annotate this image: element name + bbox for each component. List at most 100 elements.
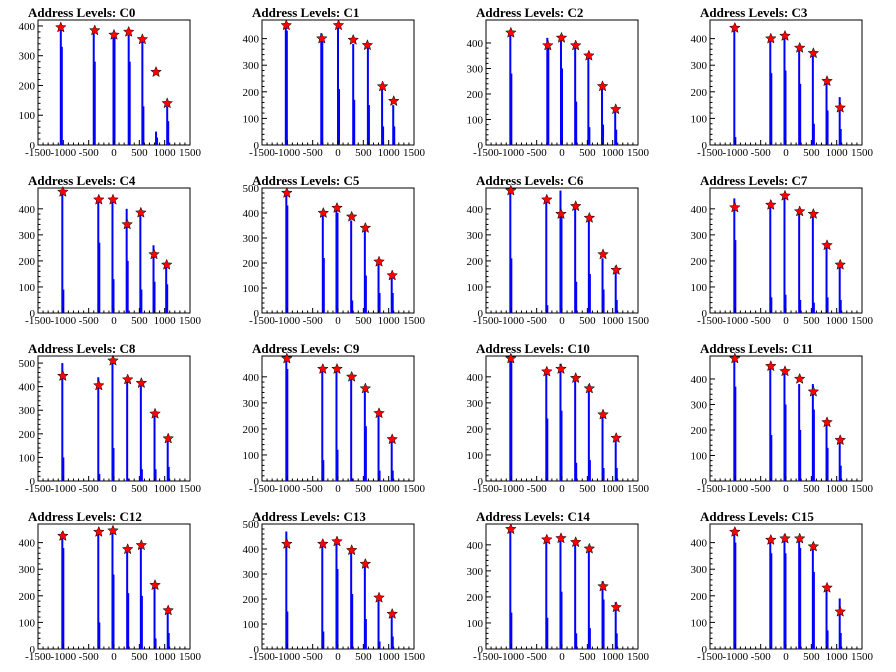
bar (390, 275, 393, 313)
chart-title: Address Levels: C10 (476, 341, 590, 356)
y-tick-label: 300 (691, 230, 708, 242)
x-tick-label: 500 (131, 651, 148, 663)
x-tick-label: 1000 (826, 315, 849, 327)
y-tick-label: 0 (702, 476, 708, 488)
bar (166, 609, 169, 649)
bar (798, 384, 801, 481)
y-tick-label: 200 (467, 424, 484, 436)
x-tick-label: 1500 (179, 651, 202, 663)
star-icon (345, 544, 358, 556)
chart-panel: Address Levels: C3 0 100 200 300 400 -1500 -100… (672, 0, 896, 168)
y-tick-label: 100 (467, 282, 484, 294)
bar (127, 478, 130, 481)
x-tick-label: -500 (303, 483, 324, 495)
star-icon (596, 80, 609, 92)
y-tick-label: 300 (691, 564, 708, 576)
chart-svg: 0 100 200 300 400 500 -1500 -1000 -500 0 500 1000 15… (243, 183, 426, 327)
bar (588, 460, 591, 481)
bar (825, 422, 828, 481)
bar (783, 534, 786, 649)
x-tick-label: -500 (79, 651, 100, 663)
bar (351, 594, 354, 649)
bar (285, 30, 288, 145)
bar (838, 440, 841, 481)
bar (838, 263, 841, 313)
bar (826, 297, 829, 314)
bar (587, 384, 590, 481)
star-icon (764, 32, 777, 44)
y-tick-label: 400 (467, 540, 484, 552)
x-tick-label: 1000 (378, 315, 401, 327)
bar (575, 462, 578, 481)
y-tick-label: 500 (19, 358, 36, 370)
bar (546, 305, 549, 313)
bar (351, 478, 354, 481)
x-tick-label: 0 (335, 315, 341, 327)
y-tick-label: 400 (19, 382, 36, 394)
chart-title: Address Levels: C0 (28, 5, 136, 20)
bar (59, 28, 62, 145)
y-tick-label: 100 (243, 450, 260, 462)
bar (140, 595, 143, 649)
star-icon (386, 607, 399, 619)
star-icon (134, 206, 147, 218)
chart-panel: Address Levels: C1 0 100 200 300 400 -1500 -100… (224, 0, 448, 168)
bar (812, 409, 815, 481)
bar (112, 447, 115, 481)
x-tick-label: 1000 (154, 147, 177, 159)
x-tick-label: 1500 (403, 315, 426, 327)
x-tick-label: -1000 (498, 651, 524, 663)
star-icon (121, 373, 134, 385)
y-tick-label: 100 (19, 110, 36, 122)
bar (559, 537, 562, 649)
y-tick-label: 0 (702, 644, 708, 656)
chart-svg: 0 100 200 300 400 -1500 -1000 -500 0 500 1000 1500 (691, 19, 874, 159)
star-icon (779, 189, 791, 201)
y-tick-label: 300 (19, 564, 36, 576)
bar (587, 547, 590, 649)
y-tick-label: 400 (19, 21, 36, 33)
bar (510, 612, 513, 649)
x-tick-label: 500 (803, 483, 820, 495)
star-icon (834, 605, 847, 617)
bar (156, 137, 159, 145)
star-icon (793, 532, 806, 544)
star-icon (373, 591, 385, 603)
bar (62, 547, 65, 649)
bar (139, 545, 142, 649)
y-tick-label: 400 (691, 34, 708, 46)
star-icon (504, 352, 517, 364)
bar (62, 289, 65, 313)
bar (111, 360, 114, 481)
bar (391, 470, 394, 481)
chart-title: Address Levels: C7 (700, 173, 808, 188)
bar (364, 275, 367, 313)
x-tick-label: -1500 (25, 651, 51, 663)
bar (97, 531, 100, 649)
bar (350, 549, 353, 649)
bar (285, 193, 288, 313)
y-tick-label: 300 (467, 63, 484, 75)
y-tick-label: 200 (243, 594, 260, 606)
x-tick-label: 0 (335, 147, 341, 159)
bar (128, 61, 131, 145)
chart-svg: 0 100 200 300 400 -1500 -1000 -500 0 500 1000 1500 (691, 187, 874, 327)
x-tick-label: 1000 (378, 651, 401, 663)
y-tick-label: 400 (19, 204, 36, 216)
y-tick-label: 0 (254, 644, 260, 656)
bar (615, 633, 618, 650)
star-icon (56, 529, 69, 541)
chart-svg: 0 100 200 300 400 -1500 -1000 -500 0 500 1000 1500 (19, 523, 202, 663)
star-icon (764, 533, 777, 545)
y-tick-label: 300 (19, 51, 36, 63)
star-icon (54, 21, 67, 33)
x-tick-label: -1500 (473, 651, 499, 663)
bar (154, 469, 157, 481)
y-tick-label: 300 (467, 398, 484, 410)
star-icon (345, 370, 358, 382)
x-tick-label: -500 (79, 315, 100, 327)
x-tick-label: -500 (303, 147, 324, 159)
x-tick-label: 1500 (179, 483, 202, 495)
chart-title: Address Levels: C8 (28, 341, 136, 356)
x-tick-label: 500 (131, 483, 148, 495)
